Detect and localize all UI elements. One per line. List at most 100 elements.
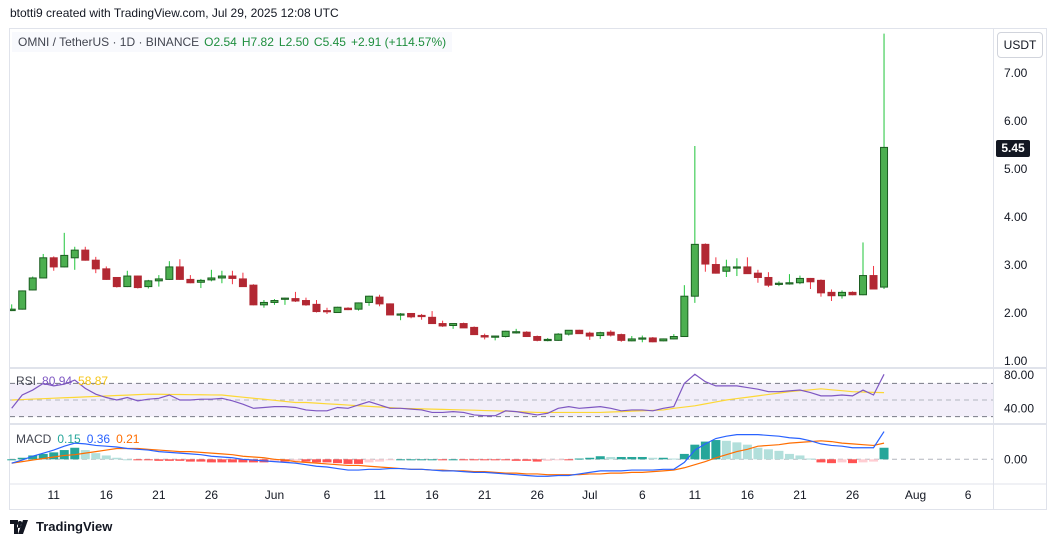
macd-histogram-bar [38,453,48,460]
macd-histogram-bar [322,459,332,463]
macd-histogram-bar [774,450,784,460]
price-tick-label: 2.00 [1004,306,1028,320]
macd-histogram-bar [648,457,658,460]
macd-histogram-bar [595,456,605,460]
candle-body [238,278,247,288]
candle [669,334,678,340]
time-tick-label: 11 [689,488,702,502]
candle-body [291,298,300,302]
candle [564,329,573,336]
candle-body [459,323,468,329]
macd-histogram-bar [522,459,532,461]
candle-body [848,291,857,296]
candle-body [869,275,878,290]
time-tick-label: Jun [265,488,284,502]
macd-histogram-bar [28,455,38,460]
candle [795,275,804,285]
candle [459,322,468,329]
macd-histogram-bar [826,459,836,464]
candle-body [533,336,542,341]
candle [217,270,226,284]
macd-histogram-bar [185,459,195,462]
candle [648,337,657,343]
time-tick-label: 6 [965,488,972,502]
candle-body [39,257,48,279]
macd-line [11,431,885,477]
macd-histogram-bar [469,459,479,461]
candle [816,279,825,297]
candle [449,323,458,329]
last-price-label: 5.45 [996,140,1030,157]
candle [659,338,668,342]
macd-histogram-bar [333,459,343,464]
candle-body [880,146,889,288]
candle-body [785,282,794,285]
candle [386,303,395,316]
macd-histogram-bar [805,458,815,460]
time-tick-label: 21 [152,488,166,502]
candle-body [837,291,846,297]
rsi-pane[interactable] [10,373,993,418]
candle [323,307,331,314]
candle [470,326,479,336]
candle [543,337,552,342]
candle [806,277,815,289]
candle [732,258,741,277]
candle [417,313,426,320]
rsi-line [11,373,885,417]
candle [18,290,27,310]
tradingview-logo[interactable]: TradingView [10,519,112,534]
candle-body [396,313,405,316]
candle [344,307,353,311]
candle-body [428,316,437,325]
candle [291,291,300,302]
price-change: +2.91 (+114.57%) [350,35,447,49]
candle-body [154,278,163,282]
candle [774,281,783,287]
macd-histogram-bar [438,459,448,461]
macd-histogram-bar [238,459,248,463]
macd-pane[interactable] [7,431,993,477]
candle-body [60,254,69,268]
candle-body [354,302,363,310]
macd-legend[interactable]: MACD 0.15 0.36 0.21 [16,432,139,446]
candle-body [816,279,825,294]
time-tick-label: 16 [425,488,439,502]
symbol-legend[interactable]: OMNI / TetherUS · 1D · BINANCE O2.54 H7.… [12,32,453,52]
candle-body [827,291,836,297]
rsi-legend[interactable]: RSI 80.94 58.87 [16,374,108,388]
candle [396,313,405,321]
candles[interactable] [8,33,889,343]
candle [186,275,195,284]
macd-histogram-bar [196,459,206,462]
candle [375,294,384,307]
price-tick-label: 6.00 [1004,114,1028,128]
rsi-tick-label: 40.00 [1004,401,1034,415]
candle-body [480,335,489,338]
candle [880,33,889,289]
candle-body [512,331,521,334]
candle-body [10,308,16,312]
macd-label: MACD [16,432,52,446]
macd-histogram-bar [700,441,710,460]
macd-histogram-bar [164,459,174,461]
macd-value: 0.36 [86,432,111,446]
macd-histogram-bar [427,459,437,461]
price-tick-label: 5.00 [1004,162,1028,176]
candle [165,261,174,280]
candle [102,266,111,280]
candle [627,336,636,342]
candle-body [70,249,79,259]
currency-button[interactable]: USDT [997,32,1043,58]
macd-histogram-bar [574,458,584,460]
candle-body [133,275,142,289]
chart-credit: btotti9 created with TradingView.com, Ju… [10,6,339,20]
macd-histogram-bar [869,459,879,462]
candle-body [207,277,216,281]
macd-histogram-bar [658,457,668,460]
candle-body [564,329,573,335]
time-tick-label: 16 [741,488,755,502]
macd-histogram-bar [112,457,122,460]
